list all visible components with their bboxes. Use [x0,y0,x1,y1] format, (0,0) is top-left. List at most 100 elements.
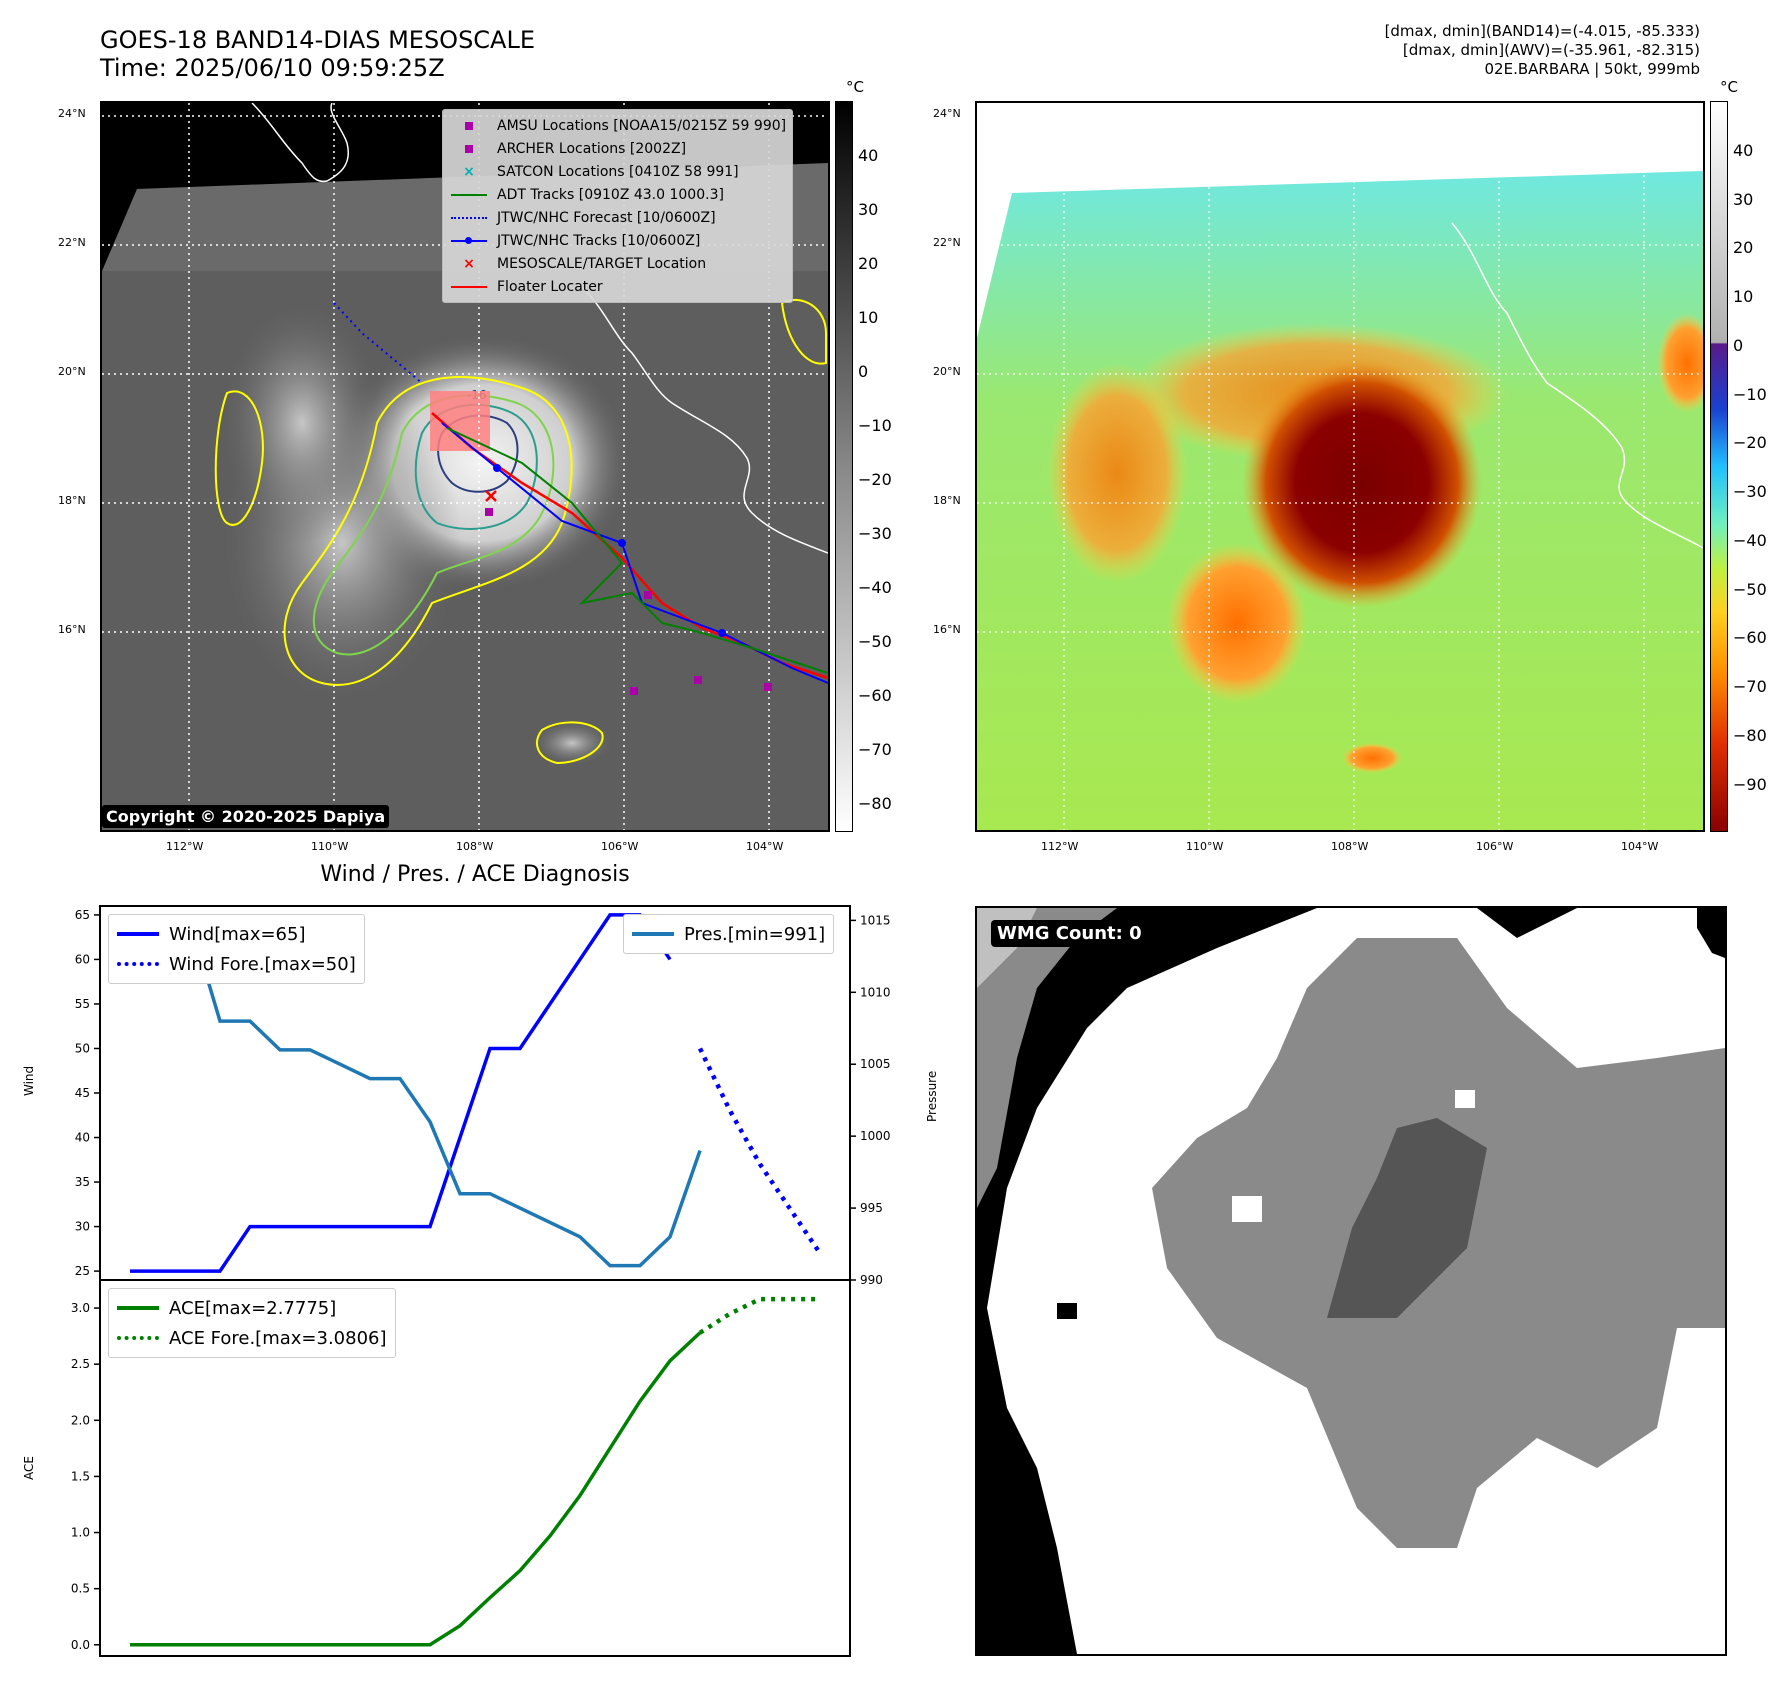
colorbar-tick: −60 [1733,628,1767,647]
legend-item-floater: Floater Locater [449,275,786,298]
diagnosis-title: Wind / Pres. / ACE Diagnosis [320,862,630,887]
stats-info: [dmax, dmin](BAND14)=(-4.015, -85.333) [… [1385,22,1700,79]
contour-yellow [283,376,573,686]
colorbar-tick: −70 [858,740,892,759]
colorbar-tick: −40 [858,578,892,597]
floater-box [430,391,490,451]
ace-legend-label: ACE[max=2.7775] [169,1297,337,1319]
contour-green [312,394,555,656]
wmg-count-badge: WMG Count: 0 [991,920,1148,947]
rain-band-outer [222,303,382,543]
lon-label: 106°W [1476,840,1514,853]
lon-label: 108°W [456,840,494,853]
lat-label: 18°N [933,494,961,507]
colorbar-tick: −50 [858,632,892,651]
colorbar-tick: −50 [1733,580,1767,599]
ace-tick-label: 2.0 [71,1413,90,1427]
awv-coastline [1451,222,1703,549]
wind-ylabel: Wind [22,1065,36,1096]
lat-label: 20°N [58,365,86,378]
legend-item-target: × MESOSCALE/TARGET Location [463,255,707,272]
colorbar-tick: 40 [1733,141,1754,160]
wind-tick-label: 65 [75,908,90,922]
archer-marker [485,508,493,516]
colorbar-tick: −90 [1733,775,1767,794]
legend-item-satcon: × SATCON Locations [0410Z 58 991] [463,163,739,180]
wind-tick-label: 50 [75,1041,90,1055]
colorbar-unit: °C [1720,78,1738,96]
colorbar-tick: −80 [1733,726,1767,745]
colorbar-tick: −10 [858,416,892,435]
colorbar-awv [1710,101,1728,832]
colorbar-tick: −70 [1733,677,1767,696]
stats-line-3: 02E.BARBARA | 50kt, 999mb [1484,60,1700,78]
lon-label: 110°W [311,840,349,853]
ace-series-0 [130,1331,702,1647]
wind-tick-label: 45 [75,1086,90,1100]
wind-tick-label: 30 [75,1220,90,1234]
stats-line-2: [dmax, dmin](AWV)=(-35.961, -82.315) [1402,41,1700,59]
colorbar-tick: 40 [858,146,879,165]
awv-storm-core [1242,358,1482,608]
wmg-inner-region [1327,1118,1487,1318]
wind-tick-label: 40 [75,1131,90,1145]
lon-label: 106°W [601,840,639,853]
lat-label: 24°N [58,107,86,120]
title-line-2: Time: 2025/06/10 09:59:25Z [100,54,445,82]
lat-label: 16°N [58,623,86,636]
colorbar-tick: 20 [1733,238,1754,257]
amsu-marker [644,591,652,599]
wind-series-1 [697,1047,822,1255]
legend-item-tracks: JTWC/NHC Tracks [10/0600Z] [449,229,786,252]
colorbar-tick: −60 [858,686,892,705]
pressure-legend: Pres.[min=991] [623,914,835,954]
ace-series-1 [698,1296,820,1335]
lon-label: 104°W [746,840,784,853]
awv-graticule [977,103,1703,830]
colorbar-tick: −20 [1733,433,1767,452]
adt-track [446,427,828,674]
ace-fore-legend-label: ACE Fore.[max=3.0806] [169,1327,387,1349]
awv-west-band [1047,363,1187,583]
ace-ylabel: ACE [22,1456,36,1480]
awv-small-cluster [1342,743,1402,773]
lat-label: 24°N [933,107,961,120]
wind-fore-legend-label: Wind Fore.[max=50] [169,953,356,975]
legend-item-adt: ADT Tracks [0910Z 43.0 1000.3] [449,183,786,206]
wind-tick-label: 35 [75,1175,90,1189]
coastline-baja [251,103,349,183]
wmg-panel: WMG Count: 0 [975,906,1727,1656]
colorbar-tick: −30 [1733,482,1767,501]
lat-label: 18°N [58,494,86,507]
colorbar-tick: 30 [1733,190,1754,209]
wmg-svg [977,908,1725,1654]
wind-tick-label: 55 [75,997,90,1011]
title-line-1: GOES-18 BAND14-DIAS MESOSCALE [100,26,536,54]
wmg-gray-corner [977,908,1117,1208]
wind-tick-label: 25 [75,1264,90,1278]
wind-legend-label: Wind[max=65] [169,923,306,945]
stats-line-1: [dmax, dmin](BAND14)=(-4.015, -85.333) [1384,22,1700,40]
colorbar-tick: 10 [858,308,879,327]
lat-label: 22°N [58,236,86,249]
pressure-legend-label: Pres.[min=991] [684,923,826,945]
ace-legend: ACE[max=2.7775] ACE Fore.[max=3.0806] [108,1288,396,1358]
jtwc-forecast-track [333,302,423,384]
pressure-ylabel: Pressure [925,1070,939,1122]
pressure-tick-label: 1005 [860,1057,891,1071]
legend-item-forecast: JTWC/NHC Forecast [10/0600Z] [449,206,786,229]
pressure-tick-label: 990 [860,1273,883,1287]
colorbar-tick: 0 [1733,336,1744,355]
ace-tick-label: 1.5 [71,1469,90,1483]
pressure-tick-label: 1010 [860,985,891,999]
lat-label: 16°N [933,623,961,636]
lon-label: 108°W [1331,840,1369,853]
small-cloud-cluster [532,721,612,765]
map-legend: AMSU Locations [NOAA15/0215Z 59 990] ARC… [442,109,794,303]
ace-tick-label: 2.5 [71,1357,90,1371]
lon-label: 104°W [1621,840,1659,853]
ace-tick-label: 0.0 [71,1638,90,1652]
legend-item-amsu: AMSU Locations [NOAA15/0215Z 59 990] [449,114,786,137]
lon-label: 110°W [1186,840,1224,853]
ace-tick-label: 1.0 [71,1526,90,1540]
